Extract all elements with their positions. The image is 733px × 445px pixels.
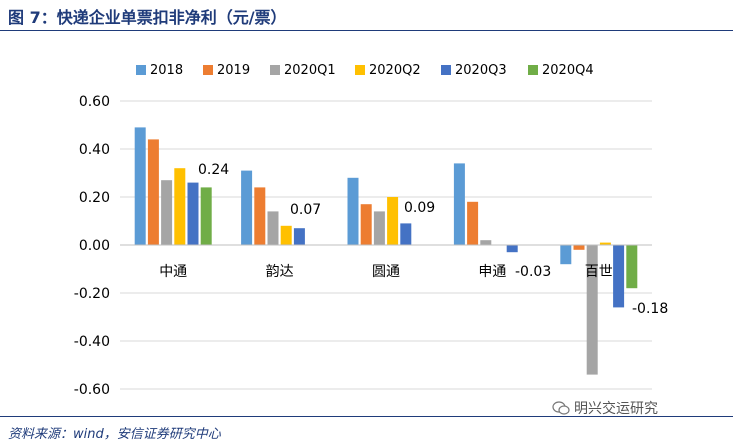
bar bbox=[280, 225, 292, 245]
bar-chart: 0.60 0.40 0.20 0.00 -0.20 -0.40 -0.60 2018 2019 2… bbox=[74, 63, 668, 398]
data-label: -0.03 bbox=[515, 264, 551, 280]
bar bbox=[586, 245, 598, 375]
bar bbox=[626, 245, 638, 289]
y-tick-label: 0.20 bbox=[79, 190, 110, 206]
bar bbox=[187, 182, 199, 245]
bar bbox=[480, 240, 492, 245]
footer-divider bbox=[0, 416, 733, 417]
legend-label: 2020Q1 bbox=[284, 63, 336, 78]
y-tick-label: 0.00 bbox=[79, 238, 110, 254]
data-label: -0.18 bbox=[632, 301, 668, 317]
legend-label: 2019 bbox=[217, 63, 250, 78]
y-tick-label: -0.20 bbox=[74, 286, 110, 302]
bar bbox=[161, 180, 173, 245]
bar bbox=[267, 211, 279, 245]
legend-swatch bbox=[355, 65, 365, 75]
y-tick-label: 0.60 bbox=[79, 94, 110, 110]
legend-swatch bbox=[441, 65, 451, 75]
page-title: 图 7：快递企业单票扣非净利（元/票） bbox=[8, 8, 287, 27]
bar bbox=[134, 127, 146, 245]
data-label: 0.24 bbox=[198, 162, 229, 178]
source-note: 资料来源：wind，安信证券研究中心 bbox=[8, 427, 221, 442]
legend-label: 2020Q4 bbox=[542, 63, 594, 78]
legend-label: 2020Q3 bbox=[455, 63, 507, 78]
bar bbox=[560, 245, 572, 265]
watermark: 明兴交运研究 bbox=[552, 398, 658, 418]
legend-swatch bbox=[203, 65, 213, 75]
wechat-icon bbox=[552, 401, 570, 415]
data-label: 0.07 bbox=[290, 202, 321, 218]
bar bbox=[241, 170, 253, 245]
bar bbox=[387, 197, 399, 245]
bar bbox=[254, 187, 266, 245]
bar bbox=[347, 177, 359, 245]
bar bbox=[453, 163, 465, 245]
bar bbox=[360, 204, 372, 245]
x-category-label: 申通 bbox=[478, 264, 506, 280]
bar bbox=[200, 187, 212, 245]
legend-label: 2018 bbox=[150, 63, 183, 78]
x-category-label: 韵达 bbox=[266, 264, 294, 280]
bar bbox=[613, 245, 625, 308]
bar bbox=[147, 139, 159, 245]
y-tick-label: -0.60 bbox=[74, 382, 110, 398]
legend-swatch bbox=[270, 65, 280, 75]
data-label: 0.09 bbox=[404, 200, 435, 216]
x-category-label: 圆通 bbox=[372, 264, 400, 280]
bar bbox=[373, 211, 385, 245]
bar bbox=[293, 228, 305, 245]
legend-swatch bbox=[136, 65, 146, 75]
bar bbox=[467, 201, 479, 245]
title-bar: 图 7：快递企业单票扣非净利（元/票） bbox=[0, 0, 733, 31]
bar bbox=[174, 168, 186, 245]
bar bbox=[400, 223, 412, 245]
legend-label: 2020Q2 bbox=[369, 63, 421, 78]
y-tick-label: -0.40 bbox=[74, 334, 110, 350]
watermark-text: 明兴交运研究 bbox=[574, 401, 658, 417]
x-category-label: 中通 bbox=[159, 264, 187, 280]
y-tick-label: 0.40 bbox=[79, 142, 110, 158]
x-category-label: 百世 bbox=[585, 264, 613, 280]
bar bbox=[573, 245, 585, 250]
legend-swatch bbox=[528, 65, 538, 75]
bar bbox=[599, 242, 611, 245]
bar bbox=[506, 245, 518, 253]
